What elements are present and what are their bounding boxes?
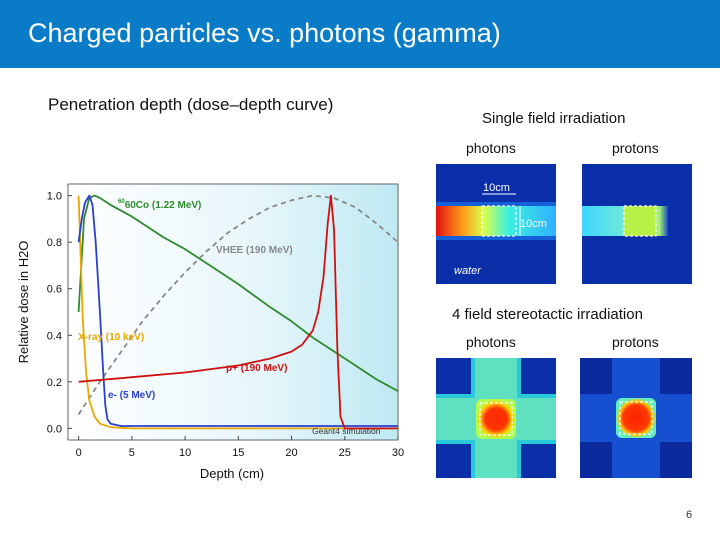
- single-field-title: Single field irradiation: [482, 110, 626, 127]
- anno-vhee: VHEE (190 MeV): [216, 245, 293, 256]
- photon-single-field-map: 10cm 10cm water: [436, 164, 556, 284]
- page-number: 6: [686, 509, 693, 521]
- x-tick-label: 0: [76, 447, 82, 459]
- anno-xray: X-ray (10 keV): [78, 332, 144, 343]
- stereotactic-title: 4 field stereotactic irradiation: [452, 306, 643, 323]
- x-tick-label: 25: [339, 447, 351, 459]
- anno-electron: e- (5 MeV): [108, 390, 155, 401]
- y-tick-label: 1.0: [47, 191, 62, 203]
- x-tick-label: 5: [129, 447, 135, 459]
- anno-geant4: Geant4 simulation: [312, 426, 381, 436]
- proton-single-field-map: [582, 164, 692, 284]
- x-tick-label: 30: [392, 447, 404, 459]
- series-line-x-ray-10-kev: [77, 195, 398, 430]
- x-tick-label: 20: [285, 447, 297, 459]
- y-tick-label: 0.8: [47, 237, 62, 249]
- water-label: water: [454, 265, 482, 277]
- series-line-p-190-mev: [78, 194, 398, 430]
- x-axis-label: Depth (cm): [200, 466, 264, 481]
- anno-proton: p+ (190 MeV): [226, 363, 287, 374]
- title-bar: Charged particles vs. photons (gamma): [0, 0, 720, 68]
- x-tick-label: 10: [179, 447, 191, 459]
- proton-4field-map: [580, 358, 692, 478]
- photon-4field-map: [436, 358, 556, 478]
- y-tick-label: 0.6: [47, 284, 62, 296]
- anno-co60: 6060Co (1.22 MeV): [118, 199, 201, 211]
- slide-title: Charged particles vs. photons (gamma): [28, 18, 501, 48]
- protons-label-single: protons: [612, 140, 659, 156]
- series-line-e-5-mev: [77, 194, 398, 427]
- chart-subtitle: Penetration depth (dose–depth curve): [48, 95, 334, 114]
- y-tick-label: 0.0: [47, 423, 62, 435]
- dose-depth-chart: 0.0 0.2 0.4 0.6 0.8 1.0 0 5 10 15 20 25 30 6060Co (…: [16, 183, 404, 481]
- photons-label-single: photons: [466, 140, 516, 156]
- y-axis-label: Relative dose in H2O: [16, 241, 31, 364]
- scale-label-horizontal: 10cm: [483, 182, 510, 194]
- y-tick-label: 0.2: [47, 377, 62, 389]
- scale-label-vertical: 10cm: [520, 218, 547, 230]
- series-line-vhee-190-mev: [77, 194, 399, 415]
- protons-label-stereo: protons: [612, 334, 659, 350]
- series-line-60co-1-22-mev: [77, 194, 399, 392]
- plot-area: [67, 183, 399, 441]
- photons-label-stereo: photons: [466, 334, 516, 350]
- x-tick-label: 15: [232, 447, 244, 459]
- y-tick-label: 0.4: [47, 330, 62, 342]
